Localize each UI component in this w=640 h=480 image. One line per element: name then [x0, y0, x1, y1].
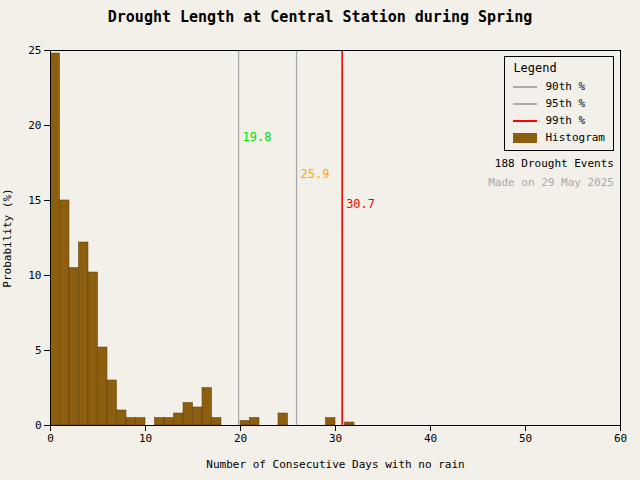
- svg-text:0: 0: [47, 432, 54, 445]
- svg-text:Number of Consecutive Days wit: Number of Consecutive Days with no rain: [206, 458, 464, 471]
- svg-text:25.9: 25.9: [301, 167, 330, 181]
- svg-text:30: 30: [329, 432, 342, 445]
- svg-text:50: 50: [519, 432, 532, 445]
- svg-text:20: 20: [28, 119, 41, 132]
- svg-text:30.7: 30.7: [346, 197, 375, 211]
- html-text:Made on 29 May 2025: Made on 29 May 2025: [488, 176, 614, 189]
- svg-text:25: 25: [28, 44, 41, 57]
- svg-text:10: 10: [139, 432, 152, 445]
- html-text:Legend: Legend: [513, 61, 557, 75]
- svg-text:15: 15: [28, 194, 41, 207]
- html-text:188 Drought Events: 188 Drought Events: [494, 157, 614, 170]
- svg-text:0: 0: [35, 419, 42, 432]
- html-text:95th %: 95th %: [545, 97, 586, 110]
- html-text:Drought Length at Central Stat: Drought Length at Central Station during…: [107, 8, 533, 26]
- svg-text:5: 5: [35, 344, 42, 357]
- svg-text:40: 40: [424, 432, 437, 445]
- svg-text:60: 60: [614, 432, 627, 445]
- html-text:Histogram: Histogram: [545, 131, 605, 144]
- svg-text:10: 10: [28, 269, 41, 282]
- svg-text:Probability (%): Probability (%): [1, 188, 14, 287]
- svg-text:19.8: 19.8: [243, 130, 272, 144]
- html-text:99th %: 99th %: [545, 114, 586, 127]
- html-text:90th %: 90th %: [545, 80, 586, 93]
- svg-text:20: 20: [234, 432, 247, 445]
